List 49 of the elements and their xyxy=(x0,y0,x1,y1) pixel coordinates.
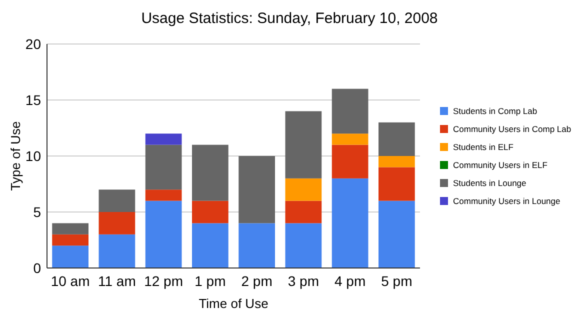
legend-label: Community Users in ELF xyxy=(453,160,548,170)
bar xyxy=(52,246,88,268)
chart-title: Usage Statistics: Sunday, February 10, 2008 xyxy=(141,10,438,27)
bar xyxy=(378,122,415,156)
bar xyxy=(332,88,368,134)
legend-label: Students in ELF xyxy=(453,142,514,152)
bar xyxy=(285,200,322,224)
x-tick-label: 4 pm xyxy=(334,273,366,289)
bar xyxy=(378,167,415,201)
y-tick-label: 15 xyxy=(25,92,42,108)
x-tick-label: 10 am xyxy=(50,273,90,289)
x-axis-title: Time of Use xyxy=(198,296,268,311)
bar xyxy=(145,144,182,190)
y-tick-label: 0 xyxy=(33,260,42,276)
bar xyxy=(145,200,182,268)
bar xyxy=(378,200,415,268)
bar xyxy=(192,200,228,224)
x-tick-label: 5 pm xyxy=(381,273,412,289)
bar xyxy=(332,134,368,145)
y-axis-title: Type of Use xyxy=(8,121,23,191)
legend-label: Community Users in Comp Lab xyxy=(453,124,572,134)
bar xyxy=(238,223,275,268)
x-tick-label: 1 pm xyxy=(194,273,226,289)
legend-label: Community Users in Lounge xyxy=(453,196,561,206)
bar xyxy=(285,111,322,178)
bar xyxy=(52,234,88,246)
x-tick-label: 11 am xyxy=(98,273,136,289)
y-tick-label: 20 xyxy=(25,36,42,52)
bar xyxy=(378,156,415,168)
bar xyxy=(145,134,182,145)
legend-label: Students in Comp Lab xyxy=(453,106,538,116)
y-tick-label: 10 xyxy=(25,148,42,164)
bar xyxy=(145,190,182,201)
y-tick-label: 5 xyxy=(33,204,42,220)
bar xyxy=(332,144,368,178)
bar xyxy=(98,212,136,234)
x-tick-label: 3 pm xyxy=(288,273,319,289)
bar xyxy=(285,178,322,201)
bar xyxy=(192,223,228,268)
x-tick-label: 12 pm xyxy=(144,273,184,289)
bar xyxy=(192,144,228,201)
bar xyxy=(332,178,368,268)
bar xyxy=(285,223,322,268)
bar xyxy=(98,190,136,212)
bar xyxy=(238,156,275,224)
bar xyxy=(52,223,88,234)
x-tick-label: 2 pm xyxy=(241,273,272,289)
legend-label: Students in Lounge xyxy=(453,178,527,188)
bar xyxy=(98,234,136,268)
